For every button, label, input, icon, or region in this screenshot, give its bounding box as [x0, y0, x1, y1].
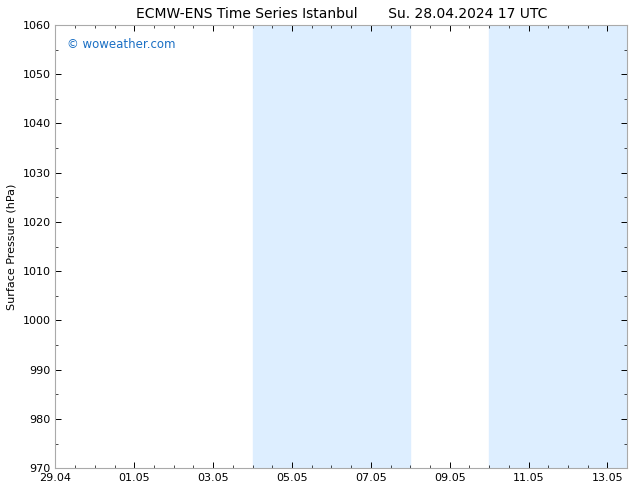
- Text: © woweather.com: © woweather.com: [67, 38, 176, 51]
- Bar: [489, 25, 568, 468]
- Bar: [332, 25, 410, 468]
- Title: ECMW-ENS Time Series Istanbul       Su. 28.04.2024 17 UTC: ECMW-ENS Time Series Istanbul Su. 28.04.…: [136, 7, 547, 21]
- Bar: [568, 25, 627, 468]
- Y-axis label: Surface Pressure (hPa): Surface Pressure (hPa): [7, 183, 17, 310]
- Bar: [252, 25, 332, 468]
